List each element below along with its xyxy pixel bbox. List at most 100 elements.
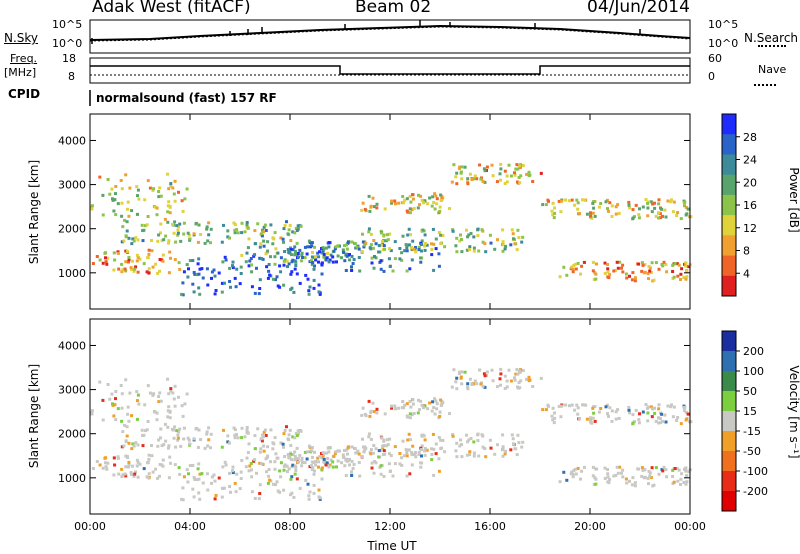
- range-cell: [195, 273, 199, 277]
- range-cell: [146, 256, 150, 260]
- range-cell: [222, 281, 226, 285]
- range-cell: [317, 255, 321, 259]
- range-cell: [531, 385, 535, 388]
- range-cell: [620, 266, 623, 270]
- cbar-tick-label: 100: [743, 365, 764, 378]
- range-cell: [659, 216, 663, 220]
- range-cell: [119, 179, 123, 182]
- range-cell: [582, 465, 586, 469]
- range-cell: [233, 433, 237, 437]
- range-cell: [608, 478, 612, 482]
- range-cell: [643, 468, 647, 472]
- range-cell: [593, 476, 597, 480]
- range-cell: [434, 399, 438, 403]
- range-cell: [612, 269, 616, 273]
- range-cell: [125, 434, 129, 438]
- range-cell: [408, 194, 412, 198]
- range-cell: [243, 435, 247, 439]
- range-cell: [297, 255, 300, 259]
- range-cell: [182, 270, 186, 274]
- range-cell: [369, 247, 373, 251]
- range-cell: [419, 256, 423, 260]
- range-cell: [124, 173, 128, 177]
- range-cell: [262, 225, 266, 229]
- range-cell: [624, 272, 628, 276]
- range-cell: [377, 455, 381, 459]
- range-cell: [370, 466, 374, 470]
- range-cell: [420, 444, 424, 448]
- range-cell: [468, 377, 472, 381]
- range-cell: [336, 254, 340, 258]
- range-cell: [173, 463, 177, 467]
- range-cell: [266, 240, 270, 244]
- range-cell: [127, 258, 131, 262]
- range-cell: [217, 476, 221, 480]
- range-cell: [320, 456, 324, 460]
- range-cell: [513, 242, 517, 246]
- range-cell: [612, 474, 616, 478]
- range-cell: [431, 432, 435, 436]
- range-cell: [591, 269, 595, 273]
- range-cell: [411, 197, 415, 201]
- range-cell: [95, 255, 99, 258]
- range-cell: [333, 452, 337, 456]
- range-cell: [350, 474, 354, 477]
- range-cell: [643, 263, 647, 267]
- range-cell: [441, 234, 445, 237]
- range-cell: [285, 220, 288, 224]
- range-cell: [616, 266, 620, 270]
- range-cell: [631, 208, 635, 212]
- range-cell: [236, 231, 240, 235]
- range-cell: [244, 465, 248, 469]
- range-cell: [331, 460, 335, 464]
- range-cell: [373, 460, 376, 463]
- range-cell: [220, 445, 224, 449]
- range-cell: [179, 239, 183, 243]
- range-cell: [167, 392, 171, 396]
- range-cell: [627, 203, 631, 207]
- range-cell: [267, 474, 271, 478]
- range-cell: [402, 406, 406, 410]
- range-cell: [200, 267, 204, 271]
- range-cell: [439, 242, 443, 246]
- colorbar-segment: [722, 451, 736, 472]
- freq-line: [90, 65, 690, 75]
- time-xlabel: Time UT: [366, 539, 417, 553]
- range-cell: [408, 207, 412, 211]
- range-cell: [130, 242, 134, 246]
- range-cell: [499, 367, 503, 371]
- range-cell: [140, 223, 144, 227]
- range-cell: [176, 438, 180, 442]
- range-cell: [633, 481, 637, 485]
- range-cell: [290, 475, 294, 479]
- range-cell: [286, 265, 289, 269]
- range-cell: [310, 241, 314, 245]
- range-cell: [199, 233, 203, 236]
- range-cell: [423, 242, 427, 245]
- range-cell: [410, 208, 414, 212]
- range-cell: [641, 263, 645, 267]
- range-cell: [406, 233, 410, 237]
- range-cell: [240, 221, 244, 225]
- range-cell: [405, 454, 409, 458]
- range-cell: [428, 196, 432, 200]
- range-cell: [321, 451, 325, 455]
- range-cell: [166, 210, 170, 214]
- range-cell: [501, 249, 505, 253]
- range-cell: [192, 476, 196, 479]
- range-cell: [101, 213, 105, 217]
- range-cell: [217, 271, 221, 275]
- range-cell: [336, 459, 340, 463]
- range-cell: [310, 244, 314, 248]
- range-cell: [147, 472, 151, 476]
- radar-title: Adak West (fitACF): [92, 0, 251, 17]
- ytick-label: 3000: [58, 384, 86, 397]
- range-cell: [293, 259, 297, 263]
- range-cell: [354, 451, 358, 455]
- range-cell: [161, 458, 165, 462]
- range-cell: [166, 204, 170, 208]
- range-cell: [210, 481, 213, 485]
- range-cell: [590, 216, 594, 220]
- range-cell: [401, 439, 405, 443]
